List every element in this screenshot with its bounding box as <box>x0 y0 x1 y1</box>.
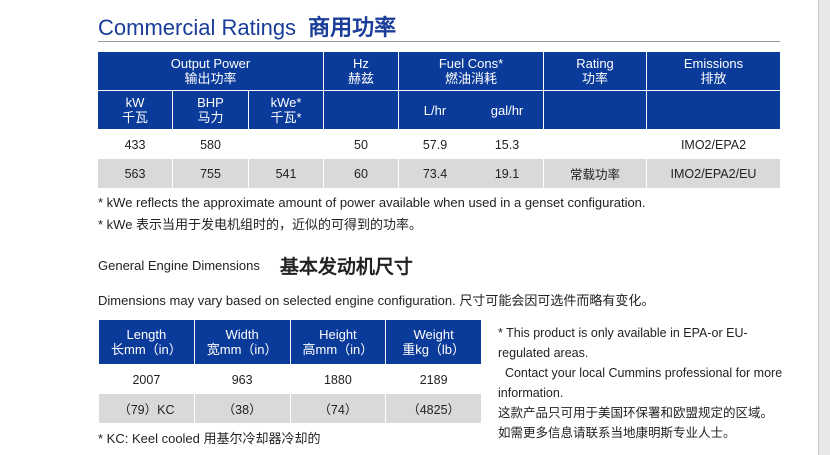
table-row: 433 580 50 57.9 15.3 IMO2/EPA2 <box>97 129 781 159</box>
scrollbar[interactable] <box>818 0 830 455</box>
kc-footnote: * KC: Keel cooled 用基尔冷却器冷却的 <box>98 431 321 446</box>
contact-note: Contact your local Cummins professional … <box>498 366 786 400</box>
availability-note: * This product is only available in EPA-… <box>498 326 748 360</box>
header-emissions: Emissions 排放 <box>646 51 781 91</box>
subheader-lhr: L/hr <box>398 90 471 130</box>
header-fuel-cons: Fuel Cons* 燃油消耗 <box>398 51 544 91</box>
dimensions-table: Length 长mm（in） Width 宽mm（in） Height 高mm（in）… <box>98 319 482 423</box>
table-row: 563 755 541 60 73.4 19.1 常载功率 IMO2/EPA2/EU <box>97 159 781 188</box>
kwe-note-zh: * kWe 表示当用于发电机组时的，近似的可得到的功率。 <box>98 217 423 232</box>
availability-note-zh: 这款产品只可用于美国环保署和欧盟规定的区域。 <box>498 406 774 420</box>
divider <box>98 41 780 42</box>
subheader-kwe: kWe* 千瓦* <box>248 90 324 130</box>
subheader-rating-empty <box>543 90 647 130</box>
header-length: Length 长mm（in） <box>98 319 195 365</box>
subheader-emissions-empty <box>646 90 781 130</box>
table-row: 2007 963 1880 2189 <box>98 364 482 394</box>
header-width: Width 宽mm（in） <box>193 319 291 365</box>
subheader-bhp: BHP 马力 <box>172 90 249 130</box>
dimensions-disclaimer: Dimensions may vary based on selected en… <box>98 293 655 308</box>
header-output-power: Output Power 输出功率 <box>97 51 324 91</box>
side-notes: * This product is only available in EPA-… <box>498 323 788 443</box>
page-title: Commercial Ratings 商用功率 <box>98 10 396 42</box>
ratings-table: Output Power 输出功率 Hz 赫兹 Fuel Cons* 燃油消耗 Rat… <box>97 51 781 188</box>
title-zh: 商用功率 <box>308 15 397 40</box>
table-row: （79）KC （38） （74） （4825） <box>98 394 482 423</box>
header-hz: Hz 赫兹 <box>323 51 399 91</box>
subheader-hz-empty <box>323 90 399 130</box>
subheader-galhr: gal/hr <box>471 90 544 130</box>
title-en: Commercial Ratings <box>98 15 297 40</box>
header-rating: Rating 功率 <box>543 51 647 91</box>
subheader-kw: kW 千瓦 <box>97 90 173 130</box>
header-weight: Weight 重kg（lb） <box>385 319 482 365</box>
header-height: Height 高mm（in） <box>289 319 387 365</box>
contact-note-zh: 如需更多信息请联系当地康明斯专业人士。 <box>498 426 736 440</box>
kwe-note-en: * kWe reflects the approximate amount of… <box>98 195 646 210</box>
dimensions-heading: General Engine Dimensions 基本发动机尺寸 <box>98 257 413 278</box>
